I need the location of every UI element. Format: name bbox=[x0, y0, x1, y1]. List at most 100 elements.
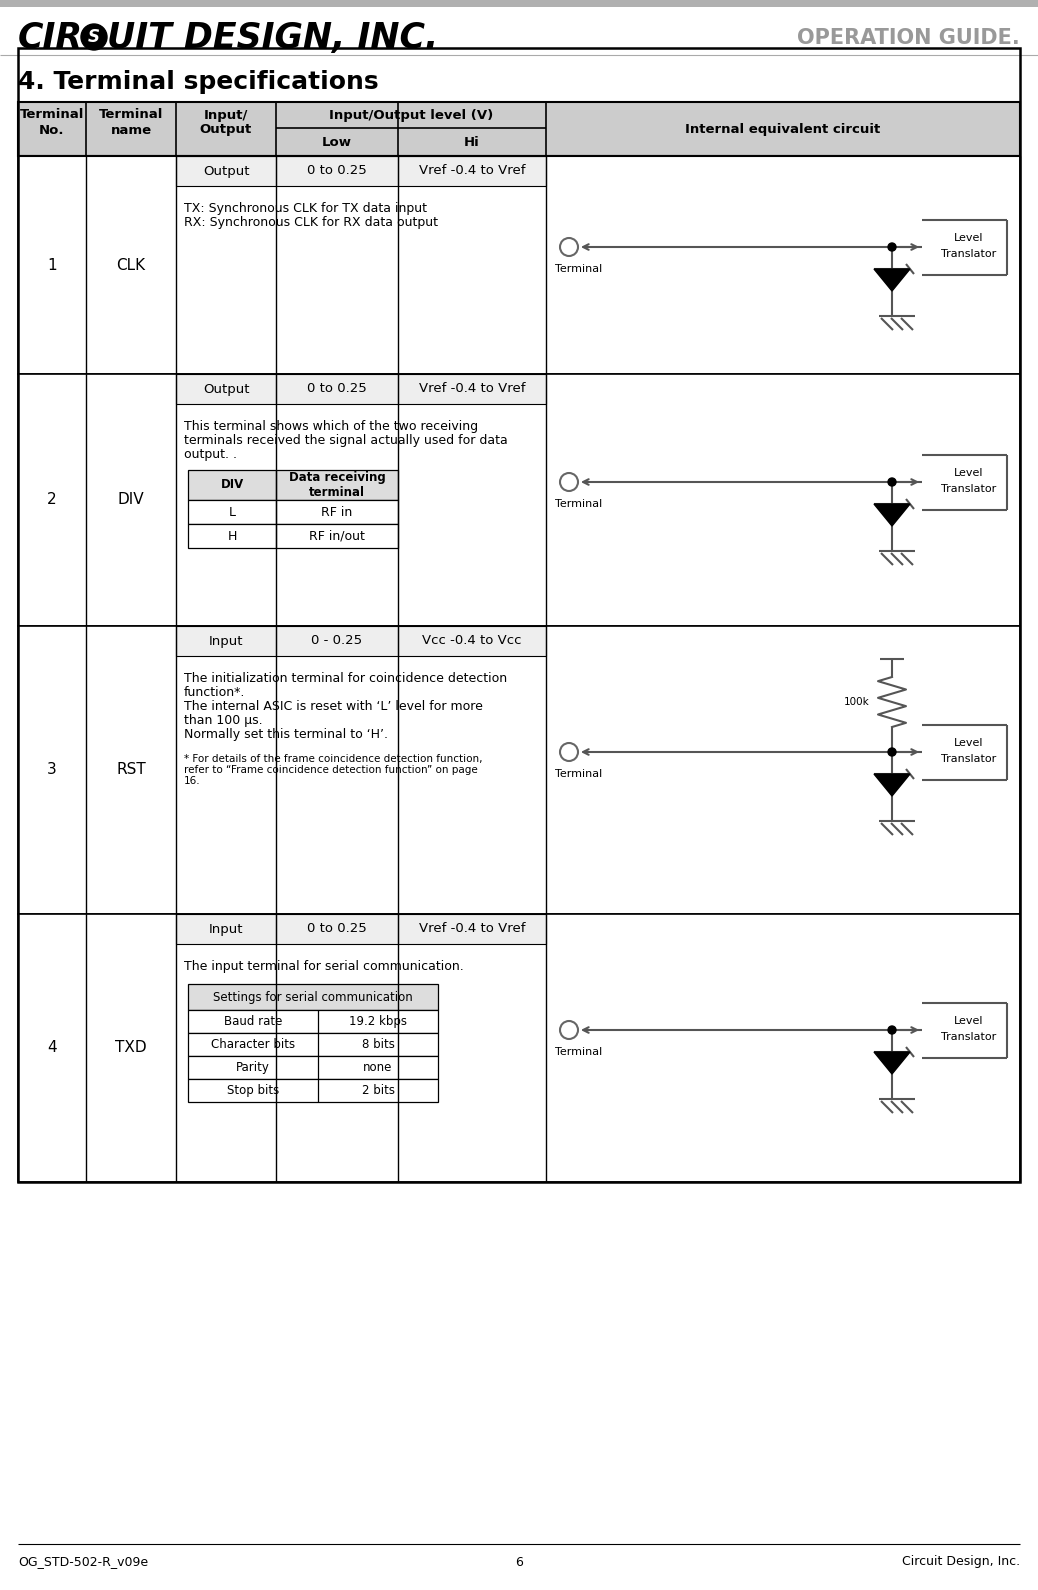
Text: Input/Output level (V): Input/Output level (V) bbox=[329, 110, 493, 122]
Circle shape bbox=[887, 243, 896, 251]
Text: Normally set this terminal to ‘H’.: Normally set this terminal to ‘H’. bbox=[184, 728, 388, 741]
Text: Character bits: Character bits bbox=[211, 1038, 295, 1051]
Text: name: name bbox=[110, 124, 152, 137]
Text: 19.2 kbps: 19.2 kbps bbox=[349, 1014, 407, 1029]
Text: Vref -0.4 to Vref: Vref -0.4 to Vref bbox=[418, 383, 525, 396]
Text: RF in: RF in bbox=[322, 506, 353, 518]
Text: H: H bbox=[227, 529, 237, 542]
Text: Baud rate: Baud rate bbox=[224, 1014, 282, 1029]
Text: terminals received the signal actually used for data: terminals received the signal actually u… bbox=[184, 434, 508, 447]
Text: Translator: Translator bbox=[941, 250, 996, 259]
Bar bbox=[188, 1056, 438, 1080]
Circle shape bbox=[559, 238, 578, 256]
Text: Vref -0.4 to Vref: Vref -0.4 to Vref bbox=[418, 164, 525, 178]
Text: Circuit Design, Inc.: Circuit Design, Inc. bbox=[902, 1555, 1020, 1568]
Text: none: none bbox=[363, 1061, 392, 1073]
Text: CIR: CIR bbox=[18, 21, 83, 56]
Text: Vref -0.4 to Vref: Vref -0.4 to Vref bbox=[418, 922, 525, 935]
Text: RX: Synchronous CLK for RX data output: RX: Synchronous CLK for RX data output bbox=[184, 216, 438, 229]
Text: 0 - 0.25: 0 - 0.25 bbox=[311, 634, 362, 647]
Text: The input terminal for serial communication.: The input terminal for serial communicat… bbox=[184, 960, 464, 973]
Text: 8 bits: 8 bits bbox=[361, 1038, 394, 1051]
Text: Settings for serial communication: Settings for serial communication bbox=[213, 991, 413, 1003]
Text: Vcc -0.4 to Vcc: Vcc -0.4 to Vcc bbox=[422, 634, 522, 647]
Text: OG_STD-502-R_v09e: OG_STD-502-R_v09e bbox=[18, 1555, 148, 1568]
Circle shape bbox=[559, 472, 578, 491]
Text: No.: No. bbox=[39, 124, 64, 137]
Text: S: S bbox=[88, 29, 100, 46]
Text: Output: Output bbox=[202, 383, 249, 396]
Text: Output: Output bbox=[202, 164, 249, 178]
Bar bbox=[18, 914, 1020, 1181]
Text: Low: Low bbox=[322, 135, 352, 148]
Text: This terminal shows which of the two receiving: This terminal shows which of the two rec… bbox=[184, 420, 479, 432]
Text: Input: Input bbox=[209, 922, 243, 935]
Text: 0 to 0.25: 0 to 0.25 bbox=[307, 922, 366, 935]
Bar bbox=[176, 626, 546, 657]
Text: refer to “Frame coincidence detection function” on page: refer to “Frame coincidence detection fu… bbox=[184, 765, 477, 774]
Bar bbox=[188, 499, 398, 525]
Text: Terminal: Terminal bbox=[555, 264, 603, 273]
Text: Translator: Translator bbox=[941, 754, 996, 765]
Text: than 100 μs.: than 100 μs. bbox=[184, 714, 263, 727]
Bar bbox=[18, 374, 1020, 626]
Text: TXD: TXD bbox=[115, 1040, 146, 1056]
Text: RST: RST bbox=[116, 763, 146, 778]
Text: OPERATION GUIDE.: OPERATION GUIDE. bbox=[797, 29, 1020, 48]
Text: Terminal: Terminal bbox=[555, 770, 603, 779]
Text: TX: Synchronous CLK for TX data input: TX: Synchronous CLK for TX data input bbox=[184, 202, 427, 215]
Polygon shape bbox=[874, 1053, 910, 1073]
Bar bbox=[188, 525, 398, 549]
Text: 0 to 0.25: 0 to 0.25 bbox=[307, 383, 366, 396]
Text: Data receiving
terminal: Data receiving terminal bbox=[289, 471, 385, 499]
Bar bbox=[18, 626, 1020, 914]
Circle shape bbox=[559, 1021, 578, 1038]
Bar bbox=[188, 1080, 438, 1102]
Text: Level: Level bbox=[954, 467, 983, 479]
Text: 16.: 16. bbox=[184, 776, 200, 785]
Bar bbox=[0, 0, 1038, 6]
Text: Terminal: Terminal bbox=[555, 499, 603, 509]
Polygon shape bbox=[874, 774, 910, 797]
Text: DIV: DIV bbox=[220, 479, 244, 491]
Text: Level: Level bbox=[954, 1016, 983, 1026]
Text: Stop bits: Stop bits bbox=[227, 1084, 279, 1097]
Bar bbox=[176, 374, 546, 404]
Text: Input: Input bbox=[209, 634, 243, 647]
Circle shape bbox=[887, 1026, 896, 1034]
Text: CLK: CLK bbox=[116, 258, 145, 272]
Text: Translator: Translator bbox=[941, 483, 996, 494]
Text: Hi: Hi bbox=[464, 135, 480, 148]
Circle shape bbox=[887, 479, 896, 487]
Text: Parity: Parity bbox=[236, 1061, 270, 1073]
Text: The initialization terminal for coincidence detection: The initialization terminal for coincide… bbox=[184, 673, 508, 685]
Text: Level: Level bbox=[954, 738, 983, 747]
Text: * For details of the frame coincidence detection function,: * For details of the frame coincidence d… bbox=[184, 754, 483, 765]
Text: 4: 4 bbox=[47, 1040, 57, 1056]
Text: Level: Level bbox=[954, 234, 983, 243]
Text: 1: 1 bbox=[47, 258, 57, 272]
Bar bbox=[176, 914, 546, 944]
Text: 3: 3 bbox=[47, 763, 57, 778]
Text: RF in/out: RF in/out bbox=[309, 529, 365, 542]
Text: Terminal: Terminal bbox=[99, 108, 163, 121]
Text: UIT DESIGN, INC.: UIT DESIGN, INC. bbox=[107, 21, 438, 56]
Bar bbox=[188, 1034, 438, 1056]
Text: function*.: function*. bbox=[184, 685, 245, 700]
Text: Internal equivalent circuit: Internal equivalent circuit bbox=[685, 122, 880, 135]
Circle shape bbox=[887, 747, 896, 755]
Bar bbox=[18, 156, 1020, 374]
Bar bbox=[18, 102, 1020, 156]
Text: Input/: Input/ bbox=[203, 108, 248, 121]
Bar bbox=[176, 156, 546, 186]
Text: Terminal: Terminal bbox=[20, 108, 84, 121]
Bar bbox=[18, 48, 1020, 1181]
Text: Output: Output bbox=[200, 124, 252, 137]
Polygon shape bbox=[874, 269, 910, 291]
Bar bbox=[188, 471, 398, 499]
Circle shape bbox=[559, 743, 578, 762]
Text: Translator: Translator bbox=[941, 1032, 996, 1041]
Polygon shape bbox=[874, 504, 910, 526]
Bar bbox=[188, 1010, 438, 1034]
Text: 4. Terminal specifications: 4. Terminal specifications bbox=[18, 70, 379, 94]
